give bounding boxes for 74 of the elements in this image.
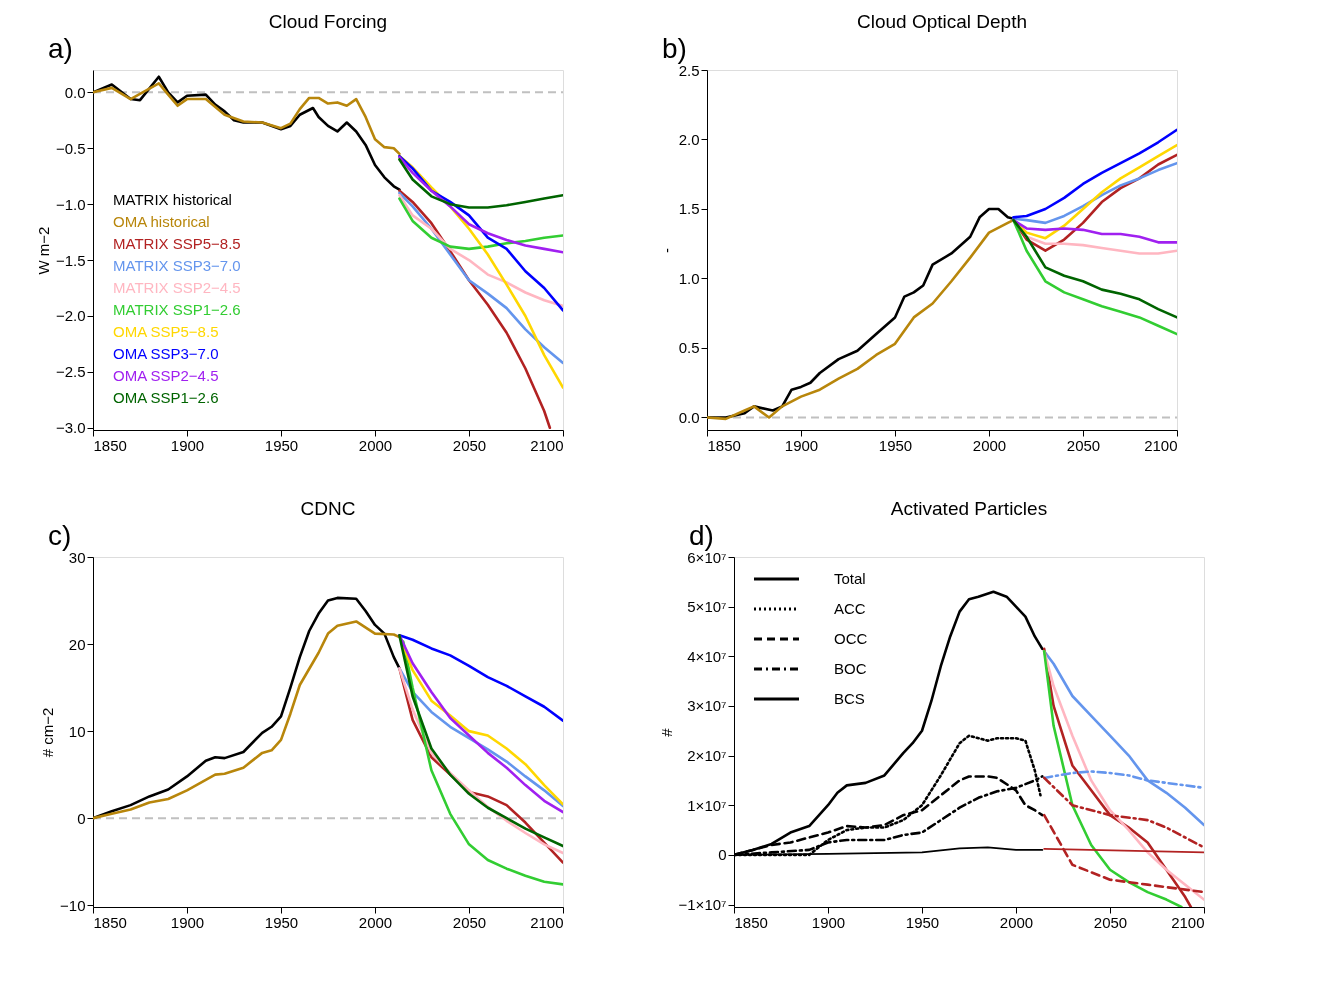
y-tick-label: −10: [60, 896, 86, 914]
x-tick-label: 2100: [530, 913, 564, 931]
y-tick-label: −2.0: [55, 307, 86, 325]
text: MATRIX historical: [113, 190, 232, 208]
text: MATRIX SSP1−2.6: [113, 300, 241, 318]
y-tick-label: 0.0: [678, 408, 700, 426]
y-tick-label: 20: [68, 635, 86, 653]
x-tick-label: 2050: [452, 436, 487, 454]
x-tick-label: 1950: [264, 436, 299, 454]
y-tick-label: −1×10⁷: [678, 896, 727, 914]
x-tick-label: 2000: [358, 913, 393, 931]
y-tick-label: 1×10⁷: [687, 796, 727, 814]
text: OMA SSP1−2.6: [113, 388, 219, 406]
x-tick-label: 1950: [264, 913, 299, 931]
x-tick-label: 1850: [93, 913, 127, 931]
x-tick-label: 1950: [878, 436, 913, 454]
y-tick-label: −1.5: [55, 251, 86, 269]
chart-title: Cloud Optical Depth: [856, 11, 1028, 32]
x-tick-label: 1900: [170, 913, 205, 931]
chart-title: Cloud Forcing: [268, 11, 388, 32]
x-tick-label: 1900: [784, 436, 819, 454]
chart-title: CDNC: [300, 498, 356, 519]
x-tick-label: 2000: [972, 436, 1007, 454]
y-tick-label: 1.0: [678, 269, 700, 287]
x-tick-label: 2000: [358, 436, 393, 454]
text: MATRIX SSP5−8.5: [113, 234, 241, 252]
text: d): [689, 520, 714, 551]
legend-label: BCS: [834, 690, 865, 707]
chart-title: Activated Particles: [890, 498, 1048, 519]
y-tick-label: 1.5: [678, 200, 700, 218]
y-tick-label: −0.5: [55, 139, 86, 157]
text: OMA SSP2−4.5: [113, 366, 219, 384]
y-tick-label: 0.5: [678, 339, 700, 357]
y-tick-label: 3×10⁷: [687, 697, 727, 715]
x-tick-label: 2100: [530, 436, 564, 454]
y-tick-label: 0: [77, 809, 86, 827]
y-tick-label: 2.0: [678, 131, 700, 148]
text: MATRIX SSP3−7.0: [113, 256, 241, 274]
x-tick-label: 1900: [811, 913, 846, 931]
y-axis-title: #: [657, 727, 675, 737]
x-tick-label: 1900: [170, 436, 205, 454]
x-tick-label: 2050: [1066, 436, 1101, 454]
x-tick-label: 1850: [734, 913, 768, 931]
y-tick-label: 30: [68, 548, 86, 566]
y-tick-label: 10: [68, 722, 86, 740]
y-axis-title: # cm−2: [39, 707, 57, 758]
x-tick-label: 2000: [999, 913, 1034, 931]
x-tick-label: 2100: [1144, 436, 1178, 454]
text: a): [48, 33, 73, 64]
legend-label: OCC: [834, 630, 868, 647]
y-tick-label: 0.0: [64, 83, 86, 101]
legend-label: BOC: [834, 660, 867, 677]
y-axis-title: -: [657, 248, 675, 253]
text: OMA historical: [113, 212, 210, 230]
x-tick-label: 1850: [93, 436, 127, 454]
y-tick-label: −3.0: [55, 419, 86, 437]
x-tick-label: 1950: [905, 913, 940, 931]
y-tick-label: 0: [718, 846, 727, 864]
y-tick-label: 5×10⁷: [687, 598, 727, 616]
text: OMA SSP5−8.5: [113, 322, 219, 340]
x-tick-label: 2050: [1093, 913, 1128, 931]
y-tick-label: −1.0: [55, 195, 86, 213]
x-tick-label: 2050: [452, 913, 487, 931]
y-tick-label: 2×10⁷: [687, 747, 727, 765]
text: c): [48, 520, 72, 551]
y-tick-label: 4×10⁷: [687, 647, 727, 665]
text: OMA SSP3−7.0: [113, 344, 219, 362]
x-tick-label: 2100: [1171, 913, 1205, 931]
legend-label: ACC: [834, 600, 866, 617]
x-tick-label: 1850: [707, 436, 741, 454]
legend-label: Total: [834, 570, 866, 587]
y-tick-label: −2.5: [55, 363, 86, 381]
text: MATRIX SSP2−4.5: [113, 278, 241, 296]
y-axis-title: W m−2: [34, 226, 52, 275]
